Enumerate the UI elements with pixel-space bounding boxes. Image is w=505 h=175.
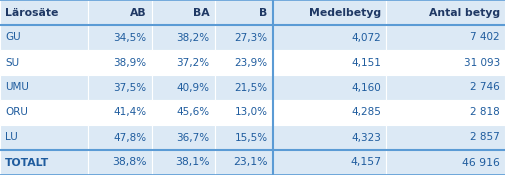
Text: 47,8%: 47,8% [113,132,146,142]
Bar [152,25,215,50]
Text: 23,9%: 23,9% [234,58,268,68]
Bar [273,75,386,100]
Bar [386,0,505,25]
Bar [152,100,215,125]
Bar [0,50,88,75]
Text: 38,1%: 38,1% [175,158,210,167]
Text: 36,7%: 36,7% [176,132,210,142]
Text: 4,072: 4,072 [351,33,381,43]
Bar [88,100,152,125]
Bar [0,125,88,150]
Bar [0,25,88,50]
Bar [88,50,152,75]
Bar [273,150,386,175]
Text: 4,160: 4,160 [351,82,381,93]
Bar [88,75,152,100]
Text: 15,5%: 15,5% [234,132,268,142]
Text: Medelbetyg: Medelbetyg [309,8,381,18]
Bar [273,100,386,125]
Bar [152,75,215,100]
Text: 46 916: 46 916 [462,158,500,167]
Bar [386,100,505,125]
Text: 34,5%: 34,5% [113,33,146,43]
Text: AB: AB [130,8,146,18]
Bar [386,150,505,175]
Text: B: B [260,8,268,18]
Text: 4,157: 4,157 [350,158,381,167]
Bar [273,0,386,25]
Bar [0,75,88,100]
Text: 45,6%: 45,6% [176,107,210,117]
Bar [88,125,152,150]
Text: 37,5%: 37,5% [113,82,146,93]
Text: UMU: UMU [5,82,29,93]
Text: 23,1%: 23,1% [233,158,268,167]
Text: 37,2%: 37,2% [176,58,210,68]
Bar [273,125,386,150]
Text: 13,0%: 13,0% [235,107,268,117]
Text: 38,9%: 38,9% [113,58,146,68]
Text: 38,8%: 38,8% [112,158,146,167]
Bar [152,0,215,25]
Text: Antal betyg: Antal betyg [429,8,500,18]
Text: 38,2%: 38,2% [176,33,210,43]
Text: 31 093: 31 093 [464,58,500,68]
Bar [215,25,273,50]
Bar [0,150,88,175]
Bar [88,25,152,50]
Text: LU: LU [5,132,18,142]
Bar [215,50,273,75]
Bar [215,100,273,125]
Bar [386,25,505,50]
Bar [386,75,505,100]
Bar [152,150,215,175]
Text: ORU: ORU [5,107,28,117]
Bar [215,75,273,100]
Bar [88,0,152,25]
Text: Lärosäte: Lärosäte [5,8,59,18]
Bar [0,100,88,125]
Text: 4,151: 4,151 [351,58,381,68]
Text: 40,9%: 40,9% [177,82,210,93]
Bar [88,150,152,175]
Text: BA: BA [193,8,210,18]
Bar [215,125,273,150]
Bar [386,125,505,150]
Bar [0,0,88,25]
Bar [386,50,505,75]
Text: GU: GU [5,33,21,43]
Text: 41,4%: 41,4% [113,107,146,117]
Text: 2 746: 2 746 [470,82,500,93]
Text: 4,323: 4,323 [351,132,381,142]
Text: 2 818: 2 818 [470,107,500,117]
Bar [215,150,273,175]
Text: 27,3%: 27,3% [234,33,268,43]
Text: 7 402: 7 402 [470,33,500,43]
Bar [152,125,215,150]
Text: 2 857: 2 857 [470,132,500,142]
Bar [273,50,386,75]
Text: SU: SU [5,58,19,68]
Text: TOTALT: TOTALT [5,158,49,167]
Bar [152,50,215,75]
Text: 4,285: 4,285 [351,107,381,117]
Text: 21,5%: 21,5% [234,82,268,93]
Bar [215,0,273,25]
Bar [273,25,386,50]
